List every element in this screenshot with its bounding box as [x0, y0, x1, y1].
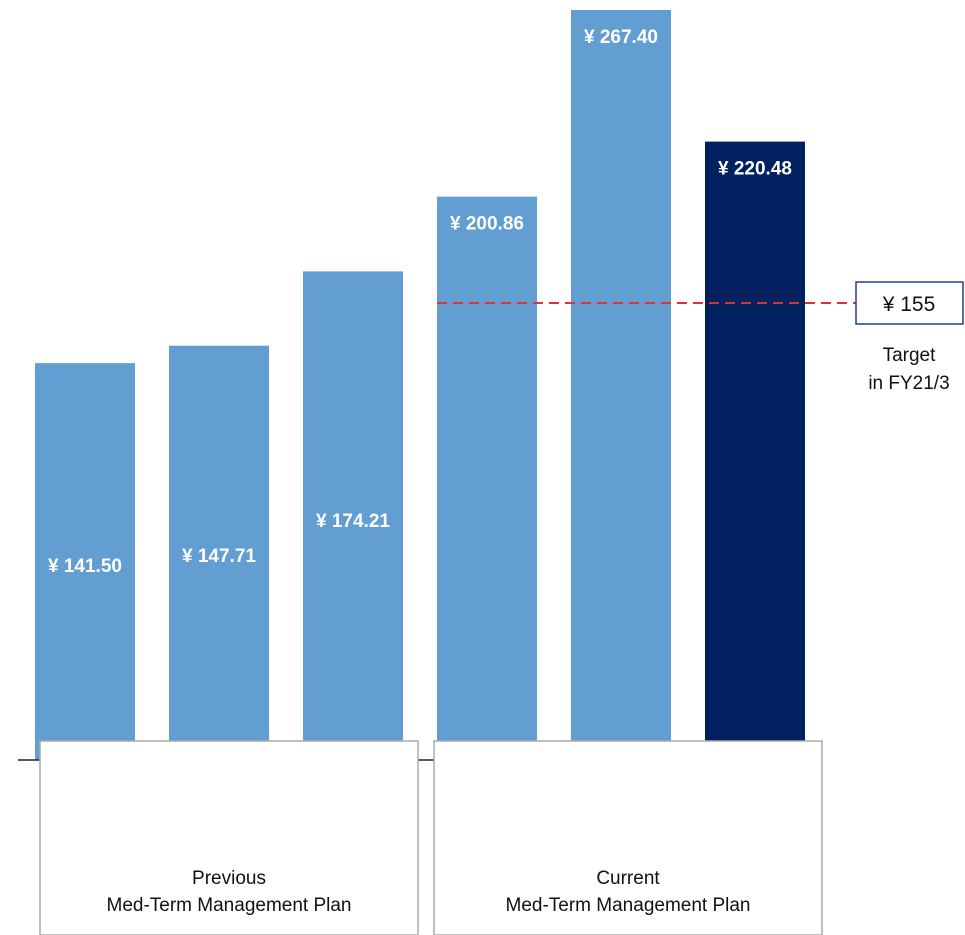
bar-value-label: ¥ 220.48: [718, 159, 792, 180]
target-value-label: ¥ 155: [882, 293, 936, 316]
bar-fy20-3: [571, 10, 671, 760]
bar-value-label: ¥ 200.86: [450, 214, 524, 235]
bar-value-label: ¥ 267.40: [584, 27, 658, 48]
plan-previous-line1: Previous: [192, 868, 266, 889]
bars-group: [35, 10, 805, 761]
bar-fy18-3: [303, 271, 403, 760]
plan-box-current: [433, 740, 823, 935]
plan-current-line2: Med-Term Management Plan: [506, 895, 751, 916]
bar-fy21-3: [705, 141, 805, 761]
plan-group-current: Current Med-Term Management Plan: [433, 740, 823, 935]
plan-current-line1: Current: [596, 868, 660, 889]
target-note-line2: in FY21/3: [868, 373, 949, 394]
bar-fy19-3: [437, 196, 537, 761]
target-box: [855, 281, 964, 325]
plan-box-previous: [39, 740, 419, 935]
target-callout: ¥ 155 Target in FY21/3: [855, 281, 964, 394]
bar-fy16-3: [35, 363, 135, 760]
bar-value-label: ¥ 141.50: [48, 556, 122, 577]
bar-fy17-3: [169, 345, 269, 760]
target-note-line1: Target: [883, 345, 937, 366]
bar-labels-group: ¥ 141.50 ¥ 147.71 ¥ 174.21 ¥ 200.86 ¥ 267.40…: [48, 27, 792, 577]
bar-value-label: ¥ 174.21: [316, 511, 390, 532]
bar-value-label: ¥ 147.71: [182, 546, 256, 567]
plan-previous-line2: Med-Term Management Plan: [107, 895, 352, 916]
plan-group-previous: Previous Med-Term Management Plan: [39, 740, 419, 935]
